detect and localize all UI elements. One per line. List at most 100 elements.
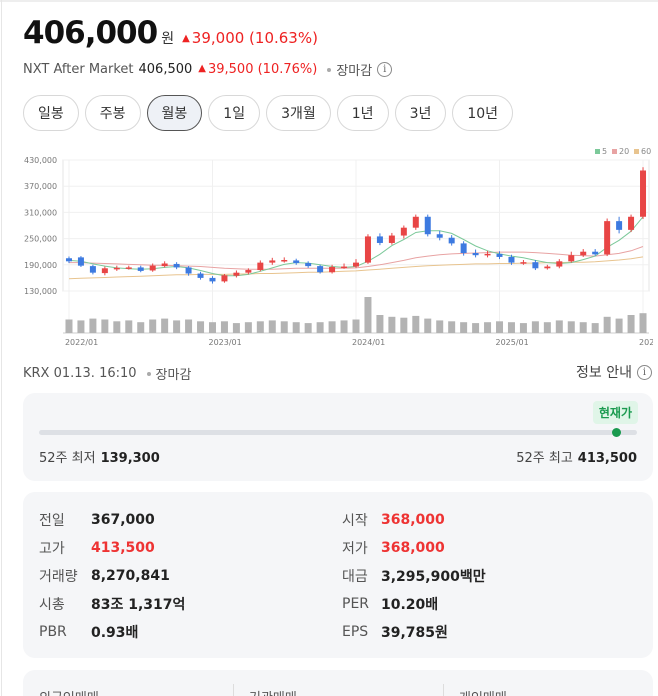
volume-bar (555, 320, 563, 333)
stat-prev-close: 전일 367,000 (39, 510, 155, 530)
candle-body (592, 251, 599, 255)
x-tick-label: 2025/01 (496, 338, 529, 347)
candle-body (532, 262, 539, 269)
tab-institution-trading[interactable]: 기관매매 (249, 687, 297, 696)
period-3year-button[interactable]: 3년 (394, 95, 447, 131)
candle-body (65, 258, 72, 262)
volume-bar (519, 323, 527, 333)
volume-bar (591, 323, 599, 333)
current-price-marker (612, 428, 622, 437)
current-price: 406,000 (23, 15, 158, 51)
candle-body (317, 266, 324, 273)
volume-bar (436, 320, 444, 333)
y-tick-label: 250,000 (24, 235, 57, 244)
week52-range-panel: 현재가 52주 최저 139,300 52주 최고 413,500 (23, 393, 653, 481)
volume-bar (197, 321, 205, 333)
volume-bar (316, 322, 324, 333)
volume-bar (304, 323, 312, 333)
session-label: KRX 01.13. 16:10 (23, 366, 137, 381)
left-divider (1, 0, 2, 696)
nxt-price: 406,500 (138, 62, 193, 77)
info-icon: i (637, 364, 652, 380)
stats-panel: 전일 367,000 시작 368,000 고가 413,500 저가 368,… (23, 492, 653, 658)
candle-body (149, 265, 156, 271)
volume-bar (364, 297, 372, 333)
period-1day-button[interactable]: 1일 (208, 95, 261, 131)
candle-body (520, 262, 527, 264)
candle-body (568, 255, 575, 262)
up-triangle-icon: ▲ (198, 63, 206, 74)
nxt-change: ▲ 39,500 (10.76%) (198, 62, 317, 77)
candle-body (173, 263, 180, 268)
price-chart[interactable]: 430,000 370,000 310,000 250,000 190,000 130,0… (23, 145, 653, 350)
volume-bar (615, 318, 623, 333)
stat-value: 83조 1,317억 (91, 597, 186, 613)
candle-body (89, 266, 96, 273)
candle-body (305, 263, 312, 267)
week52-low: 52주 최저 139,300 (39, 447, 160, 466)
stat-eps: EPS 39,785원 (342, 622, 448, 642)
candle-body (197, 273, 204, 278)
candle-body (412, 216, 419, 228)
volume-bar (352, 319, 360, 333)
candle-body (424, 216, 431, 235)
candle-body (221, 275, 228, 282)
top-divider (0, 0, 658, 2)
candle-body (125, 267, 132, 269)
candle-body (101, 268, 108, 274)
volume-bar (244, 322, 252, 333)
session-status: 장마감 (155, 368, 192, 383)
price-change-value: 39,000 (10.63%) (191, 29, 318, 47)
stat-trade-value: 대금 3,295,900백만 (342, 566, 486, 586)
investor-trading-panel: 외국인매매 기관매매 개인매매 (23, 670, 653, 696)
candle-body (137, 267, 144, 271)
volume-bar (388, 316, 396, 333)
tab-foreign-trading[interactable]: 외국인매매 (39, 687, 99, 696)
candle-body (556, 261, 563, 267)
candle-body (364, 236, 371, 263)
tab-divider (443, 684, 444, 696)
period-selector: 일봉 주봉 월봉 1일 3개월 1년 3년 10년 (23, 95, 514, 131)
volume-bar (448, 321, 456, 333)
stat-high: 고가 413,500 (39, 538, 155, 558)
week52-high-value: 413,500 (577, 451, 637, 466)
period-monthly-button[interactable]: 월봉 (146, 95, 203, 131)
period-3month-button[interactable]: 3개월 (266, 95, 331, 131)
tab-individual-trading[interactable]: 개인매매 (459, 687, 507, 696)
volume-bar (340, 320, 348, 333)
volume-bar (280, 321, 288, 333)
week52-low-label: 52주 최저 (39, 451, 96, 466)
volume-bar (639, 313, 647, 333)
up-triangle-icon: ▲ (182, 33, 190, 44)
candle-body (293, 260, 300, 264)
volume-bar (113, 321, 121, 333)
period-weekly-button[interactable]: 주봉 (84, 95, 141, 131)
volume-bar (185, 319, 193, 333)
x-tick-label: 2023/01 (208, 338, 241, 347)
stat-key: 전일 (39, 513, 65, 529)
nxt-change-value: 39,500 (10.76%) (207, 62, 318, 77)
nxt-after-market: NXT After Market 406,500 ▲ 39,500 (10.76%… (23, 60, 393, 79)
volume-bar (65, 319, 73, 333)
y-tick-label: 130,000 (24, 287, 57, 296)
stat-key: EPS (342, 624, 369, 640)
candle-body (484, 253, 491, 256)
period-1year-button[interactable]: 1년 (336, 95, 389, 131)
volume-bar (567, 321, 575, 333)
candle-body (245, 270, 252, 273)
info-icon[interactable]: i (377, 62, 393, 77)
stat-key: 시작 (342, 513, 368, 529)
period-10year-button[interactable]: 10년 (452, 95, 514, 131)
info-guide-link[interactable]: 정보 안내 i (576, 362, 652, 382)
volume-bar (543, 322, 551, 333)
volume-bar (232, 323, 240, 333)
separator-dot (146, 371, 151, 376)
period-daily-button[interactable]: 일봉 (23, 95, 79, 131)
stat-value: 8,270,841 (91, 568, 170, 584)
volume-bar (579, 322, 587, 333)
current-price-tag: 현재가 (592, 401, 638, 424)
nxt-status: 장마감 (336, 64, 373, 79)
y-tick-label: 430,000 (24, 156, 57, 165)
candle-body (113, 267, 120, 270)
stat-key: 거래량 (39, 569, 78, 585)
